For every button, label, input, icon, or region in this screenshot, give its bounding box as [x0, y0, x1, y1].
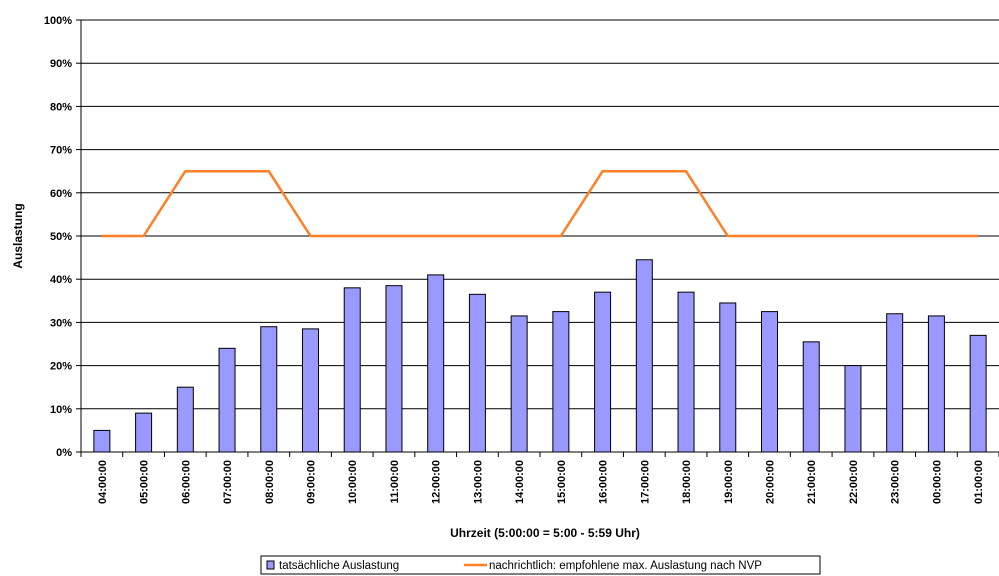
- x-tick-label: 14:00:00: [514, 460, 526, 504]
- x-tick-label: 15:00:00: [556, 460, 568, 504]
- y-tick-label: 10%: [50, 404, 72, 416]
- legend-label-bar: tatsächliche Auslastung: [279, 560, 399, 572]
- y-tick-label: 50%: [50, 231, 72, 243]
- bar: [260, 326, 278, 453]
- y-tick-label: 60%: [50, 188, 72, 200]
- x-tick-label: 09:00:00: [306, 460, 318, 504]
- x-tick-label: 10:00:00: [347, 460, 359, 504]
- legend-label-line: nachrichtlich: empfohlene max. Auslastun…: [489, 560, 762, 572]
- line-series: [101, 169, 979, 238]
- axes: [76, 19, 999, 457]
- y-tick-label: 40%: [50, 274, 72, 286]
- y-tick-label: 20%: [50, 361, 72, 373]
- bar: [635, 259, 653, 453]
- x-tick-label: 07:00:00: [222, 460, 234, 504]
- x-tick-label: 17:00:00: [639, 460, 651, 504]
- legend-frame: [260, 555, 821, 575]
- bar: [510, 315, 528, 453]
- bar: [927, 315, 945, 453]
- x-tick-label: 08:00:00: [264, 460, 276, 504]
- y-tick-label: 100%: [44, 15, 72, 27]
- x-tick-label: 18:00:00: [681, 460, 693, 504]
- bar: [93, 429, 111, 453]
- x-tick-label: 06:00:00: [180, 460, 192, 504]
- y-tick-label: 0%: [56, 447, 72, 459]
- legend: tatsächliche Auslastung nachrichtlich: e…: [260, 555, 821, 575]
- x-tick-label: 21:00:00: [806, 460, 818, 504]
- y-tick-labels: 0% 10% 20% 30% 40% 50% 60% 70% 80% 90% 100%: [44, 15, 72, 459]
- y-tick-label: 80%: [50, 101, 72, 113]
- bar: [552, 311, 570, 453]
- bar: [761, 311, 778, 453]
- bar: [385, 285, 403, 453]
- bar: [844, 365, 862, 453]
- x-tick-label: 00:00:00: [931, 460, 943, 504]
- bar: [594, 291, 612, 453]
- bar: [468, 293, 486, 453]
- bar-series: [93, 259, 987, 453]
- bar: [135, 412, 153, 453]
- x-tick-label: 16:00:00: [598, 460, 610, 504]
- bar: [427, 274, 445, 453]
- bar: [886, 313, 904, 453]
- bar: [343, 287, 361, 453]
- bar: [302, 328, 319, 453]
- x-tick-label: 01:00:00: [973, 460, 985, 504]
- y-tick-label: 30%: [50, 317, 72, 329]
- x-tick-label: 13:00:00: [472, 460, 484, 504]
- y-axis-title: Auslastung: [11, 203, 25, 268]
- x-axis-title: Uhrzeit (5:00:00 = 5:00 - 5:59 Uhr): [450, 526, 640, 540]
- bar: [802, 341, 820, 453]
- bar: [719, 302, 737, 453]
- x-tick-label: 20:00:00: [765, 460, 777, 504]
- x-tick-label: 23:00:00: [890, 460, 902, 504]
- bar: [677, 291, 695, 453]
- bar: [969, 334, 987, 453]
- bar: [218, 347, 236, 453]
- y-tick-label: 70%: [50, 145, 72, 157]
- x-tick-label: 19:00:00: [723, 460, 735, 504]
- x-tick-label: 11:00:00: [389, 460, 401, 503]
- recommended-max-line: [101, 169, 979, 238]
- legend-swatch-bar: [266, 560, 275, 570]
- x-tick-label: 22:00:00: [848, 460, 860, 504]
- x-tick-label: 12:00:00: [431, 460, 443, 504]
- x-tick-label: 05:00:00: [139, 460, 151, 504]
- bar: [176, 386, 194, 453]
- x-tick-label: 04:00:00: [97, 460, 109, 504]
- x-tick-labels: 04:00:00 05:00:00 06:00:00 07:00:00 08:00:00…: [97, 460, 985, 504]
- y-tick-label: 90%: [50, 58, 72, 70]
